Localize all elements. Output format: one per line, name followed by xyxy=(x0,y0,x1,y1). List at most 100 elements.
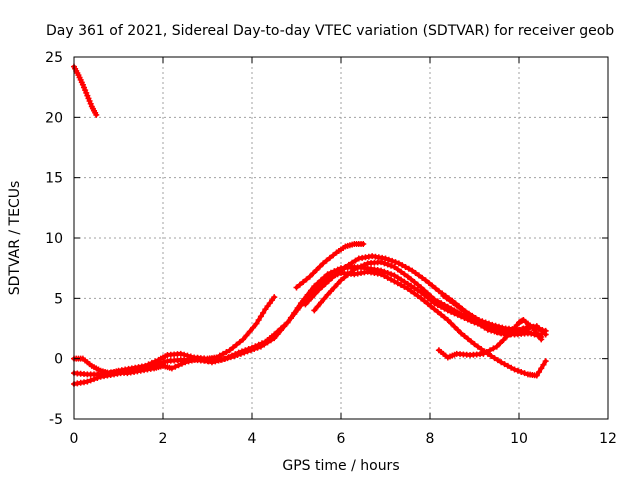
data-point xyxy=(348,269,355,276)
y-tick-label: 25 xyxy=(45,50,63,66)
x-axis-ticks: 0 2 4 6 8 10 12 xyxy=(70,57,617,447)
data-point xyxy=(341,274,348,281)
data-point xyxy=(172,363,179,370)
data-point xyxy=(483,349,490,356)
data-point xyxy=(425,279,432,286)
data-point xyxy=(531,327,538,334)
data-point xyxy=(271,335,278,342)
data-point xyxy=(401,271,408,278)
x-axis-label: GPS time / hours xyxy=(282,458,399,474)
data-point xyxy=(226,347,233,354)
data-point xyxy=(304,291,311,298)
data-point xyxy=(421,298,428,305)
data-point xyxy=(477,318,484,325)
data-point xyxy=(508,364,515,371)
data-point xyxy=(538,336,545,343)
data-point xyxy=(378,267,385,274)
data-point xyxy=(398,268,405,275)
data-point xyxy=(447,297,454,304)
data-point xyxy=(247,347,254,354)
data-point xyxy=(287,314,294,321)
data-point xyxy=(404,280,411,287)
data-point xyxy=(488,352,495,359)
series-track-9 xyxy=(435,317,545,361)
data-point xyxy=(394,266,401,273)
data-point xyxy=(293,284,300,291)
data-point xyxy=(533,330,540,337)
series-track-2 xyxy=(71,294,278,377)
data-point xyxy=(338,277,344,284)
data-point xyxy=(398,276,405,283)
data-point xyxy=(461,333,468,340)
data-point xyxy=(460,307,467,314)
data-point xyxy=(217,356,224,363)
data-point xyxy=(303,276,310,283)
data-point xyxy=(434,298,441,305)
data-point xyxy=(240,336,247,343)
data-point xyxy=(431,296,438,303)
data-point xyxy=(421,287,428,294)
data-point xyxy=(415,272,422,279)
data-point xyxy=(352,257,359,264)
data-point xyxy=(168,365,175,372)
data-point xyxy=(458,311,465,318)
data-point xyxy=(236,339,243,346)
data-point xyxy=(311,283,318,290)
data-point xyxy=(250,324,257,331)
data-point xyxy=(344,271,351,278)
data-point xyxy=(412,269,419,276)
data-point xyxy=(311,307,318,314)
data-point xyxy=(529,324,536,331)
data-point xyxy=(391,278,398,285)
data-point xyxy=(384,261,391,268)
data-point xyxy=(342,263,349,270)
data-point xyxy=(399,262,406,269)
data-point xyxy=(388,262,395,269)
data-point xyxy=(241,349,248,356)
y-axis-label: SDTVAR / TECUs xyxy=(7,181,23,296)
data-point xyxy=(316,263,323,270)
data-point xyxy=(244,348,251,355)
data-point xyxy=(411,285,418,292)
data-point xyxy=(224,355,231,362)
data-point xyxy=(284,319,291,326)
data-point xyxy=(175,362,182,369)
y-tick-label: 0 xyxy=(54,352,63,368)
grid-lines xyxy=(74,57,608,419)
data-point xyxy=(389,257,396,264)
data-point xyxy=(327,288,334,295)
data-point xyxy=(301,295,308,302)
data-point xyxy=(419,274,426,281)
x-tick-label: 10 xyxy=(510,431,528,447)
data-point xyxy=(231,353,238,360)
data-point xyxy=(297,300,304,307)
data-point xyxy=(327,269,334,276)
data-point xyxy=(351,266,358,273)
data-point xyxy=(321,295,328,302)
data-point xyxy=(518,368,525,375)
data-point xyxy=(471,341,478,348)
data-point xyxy=(310,270,317,277)
x-tick-label: 0 xyxy=(70,431,79,447)
data-point xyxy=(409,267,416,274)
data-point xyxy=(324,291,331,298)
data-point xyxy=(157,359,164,366)
data-point xyxy=(300,279,307,286)
data-point xyxy=(274,331,281,338)
data-point xyxy=(402,263,409,270)
data-point xyxy=(418,284,425,291)
data-point xyxy=(504,362,511,369)
data-point xyxy=(490,327,497,334)
data-point xyxy=(441,314,448,321)
data-point xyxy=(253,320,260,327)
data-point xyxy=(540,361,547,368)
data-point xyxy=(161,358,168,365)
data-point xyxy=(464,335,471,342)
data-point xyxy=(414,287,421,294)
x-tick-label: 8 xyxy=(426,431,435,447)
data-point xyxy=(470,314,477,321)
data-point xyxy=(269,297,276,304)
data-point xyxy=(429,282,436,289)
data-point xyxy=(401,278,408,285)
